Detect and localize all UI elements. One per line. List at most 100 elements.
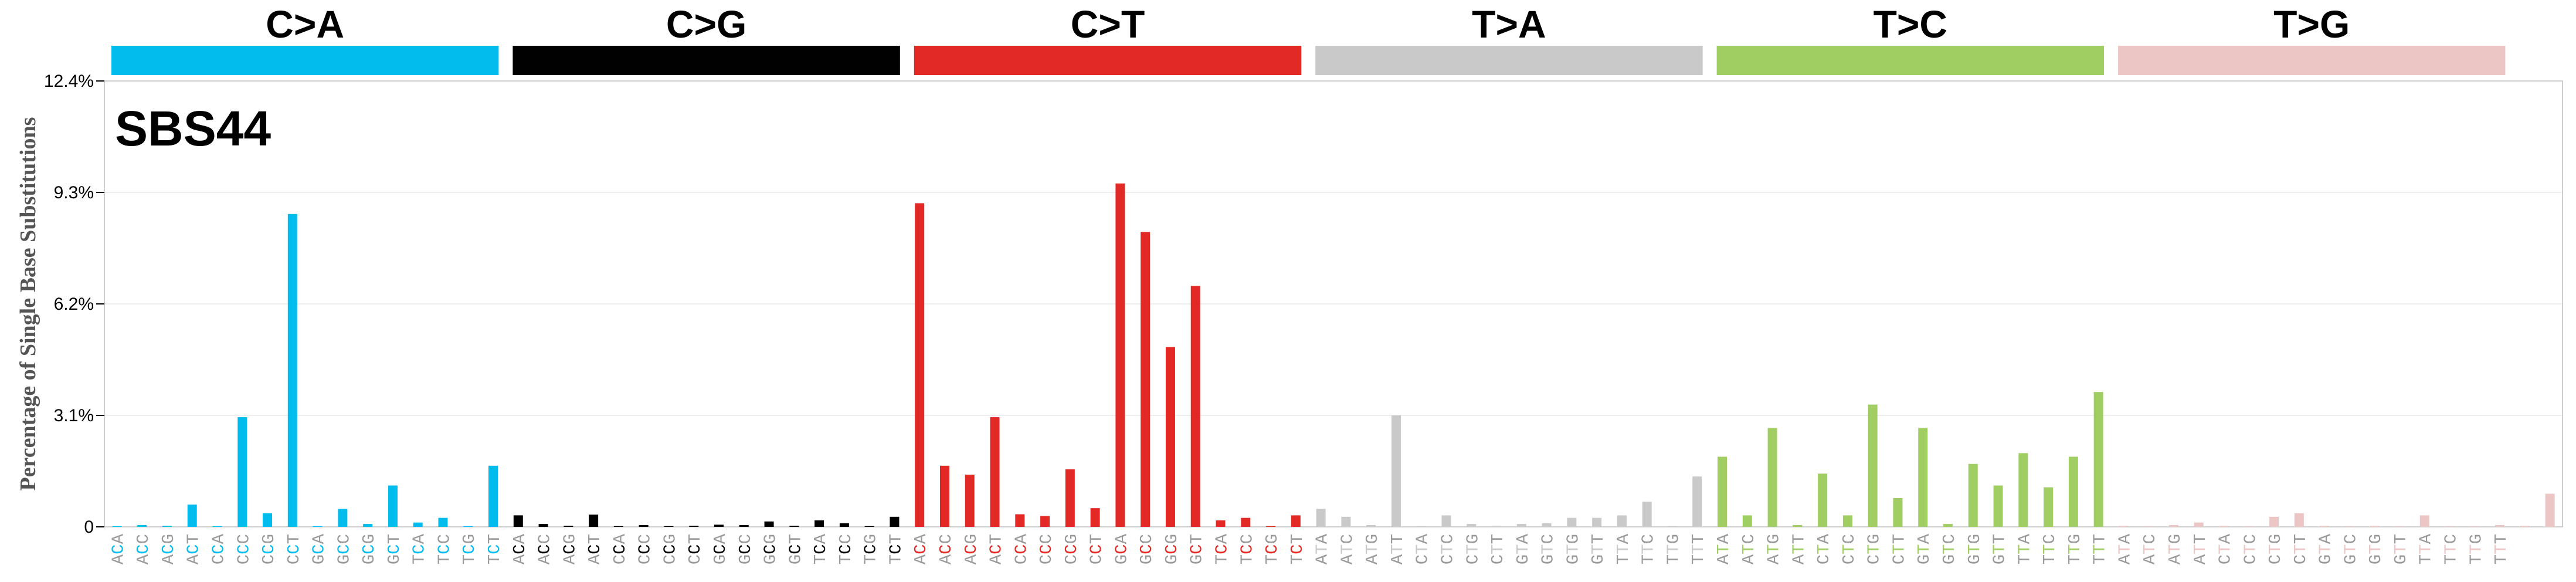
bar (2219, 526, 2229, 527)
x-tick-label: CCG (1062, 534, 1081, 564)
x-tick-label: ATG (2166, 534, 2185, 564)
x-tick-label: TTG (1664, 534, 1683, 564)
bar (1416, 526, 1426, 527)
bar (1692, 476, 1702, 527)
bar (388, 485, 398, 527)
x-axis-ticks: ACAACCACGACTCCACCCCCGCCTGCAGCCGCGGCTTCAT… (108, 533, 2511, 564)
x-tick-label: ACG (962, 534, 981, 564)
x-tick-label: TTA (1614, 533, 1633, 564)
x-tick-label: CTA (1814, 533, 1834, 564)
x-tick-label: ACG (159, 534, 178, 564)
x-tick-label: ATC (1739, 534, 1759, 564)
header-band-c-to-g (513, 46, 900, 75)
x-tick-label: CCG (660, 534, 680, 564)
bar (2068, 456, 2078, 527)
x-tick-label: TCT (886, 534, 905, 564)
bar (2119, 526, 2129, 527)
y-axis-label: Percentage of Single Base Substitutions (16, 117, 40, 491)
y-tick-label: 12.4% (44, 72, 94, 91)
bar (287, 214, 297, 527)
x-tick-label: ACC (134, 534, 153, 564)
x-tick-label: GTC (1539, 534, 1558, 564)
x-tick-label: ATT (2191, 534, 2210, 564)
bar (1943, 524, 1953, 527)
bar (1241, 517, 1251, 527)
header-band-c-to-a (111, 46, 499, 75)
bar (1918, 428, 1928, 527)
x-tick-label: TTC (2442, 534, 2461, 564)
bar (538, 524, 548, 527)
x-tick-label: CTC (2241, 534, 2260, 564)
y-axis-ticks: 0 3.1% 6.2% 9.3% 12.4% (44, 72, 104, 537)
x-tick-label: ATT (1388, 534, 1407, 564)
x-tick-label: GTG (1965, 534, 1984, 564)
x-tick-label: CCC (234, 534, 253, 564)
x-tick-label: CTG (1463, 534, 1482, 564)
bar (187, 505, 197, 527)
bar (1567, 517, 1577, 527)
bar (965, 475, 975, 527)
bar (890, 516, 900, 527)
x-tick-label: CCT (1087, 534, 1107, 564)
bar (2018, 453, 2028, 527)
x-tick-label: CCA (1012, 533, 1031, 564)
bar (463, 526, 473, 527)
x-tick-label: ACG (560, 534, 579, 564)
x-tick-label: CCA (209, 533, 228, 564)
x-tick-label: TTT (2090, 534, 2110, 564)
bar (2545, 493, 2555, 527)
bar (1993, 485, 2003, 527)
bar (639, 525, 649, 527)
x-tick-label: GTA (1915, 533, 1934, 564)
bar (2144, 526, 2154, 527)
x-tick-label: TCA (410, 533, 429, 564)
bar (1341, 516, 1351, 527)
x-tick-label: GCA (1112, 533, 1131, 564)
bar (589, 515, 599, 527)
bar (338, 509, 348, 527)
bar (1090, 508, 1100, 527)
bar (1015, 514, 1025, 527)
bar (1316, 509, 1326, 527)
x-tick-label: GCT (1187, 534, 1207, 564)
x-tick-label: TTG (2065, 534, 2085, 564)
bar (839, 523, 849, 527)
x-tick-label: CCT (284, 534, 304, 564)
bar (2294, 513, 2304, 527)
bar (313, 526, 323, 527)
bar (613, 526, 623, 527)
x-tick-label: CCG (259, 534, 279, 564)
bar (1040, 516, 1050, 527)
x-tick-label: ACA (911, 533, 931, 564)
bar (1441, 515, 1451, 527)
bar (1542, 523, 1552, 527)
bar (1216, 520, 1226, 527)
x-tick-label: ATG (1363, 534, 1382, 564)
bar (2470, 526, 2480, 527)
x-tick-label: ATC (2140, 534, 2160, 564)
bar (112, 526, 122, 527)
x-tick-label: GTC (1940, 534, 1959, 564)
header-band-t-to-a (1315, 46, 1703, 75)
bar (162, 526, 172, 527)
bar (2194, 522, 2204, 527)
x-tick-label: GTG (2366, 534, 2385, 564)
x-tick-label: TCT (1288, 534, 1307, 564)
bar (939, 465, 949, 527)
bar (1742, 515, 1752, 527)
bar (1617, 515, 1627, 527)
bar (1516, 524, 1526, 527)
x-tick-label: ACA (108, 533, 128, 564)
bar (413, 522, 423, 527)
bar (1115, 183, 1125, 527)
bar (488, 465, 498, 527)
x-tick-label: ATT (1789, 534, 1808, 564)
bar (1767, 428, 1777, 527)
header-band-t-to-c (1716, 46, 2105, 75)
x-tick-label: GCA (711, 533, 730, 564)
bar (2093, 392, 2103, 527)
x-tick-label: TCA (811, 533, 830, 564)
x-tick-label: GTA (2316, 533, 2336, 564)
x-tick-label: ATA (2115, 533, 2134, 564)
header-band-c-to-t (914, 46, 1302, 75)
